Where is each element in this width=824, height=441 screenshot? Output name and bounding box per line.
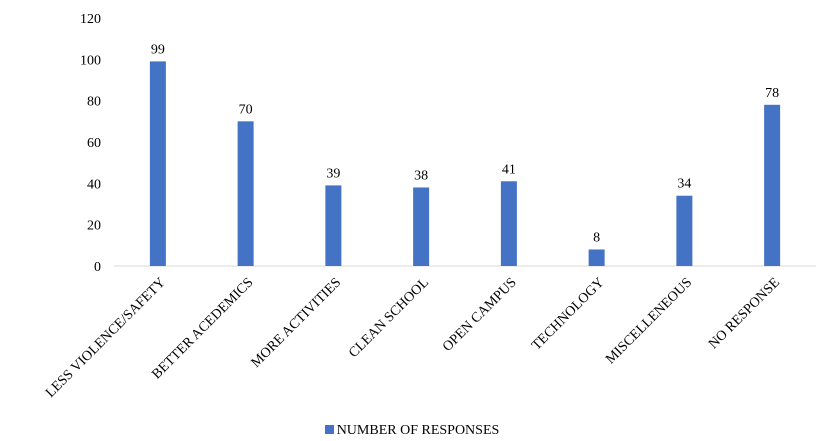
category-label: TECHNOLOGY (529, 275, 607, 353)
category-label: BETTER ACEDEMICS (149, 275, 256, 382)
data-label: 8 (593, 230, 600, 245)
y-tick-label: 80 (87, 95, 101, 110)
bar (325, 185, 342, 266)
bar (413, 187, 430, 266)
bars (149, 61, 781, 267)
bar (149, 61, 166, 267)
y-tick-label: 20 (87, 219, 101, 234)
y-tick-label: 0 (94, 260, 101, 275)
category-label: MISCELLENEOUS (603, 275, 695, 367)
bar (237, 121, 254, 266)
data-label: 41 (502, 162, 516, 177)
category-label: CLEAN SCHOOL (346, 275, 432, 361)
category-label: LESS VIOLENCE/SAFETY (43, 275, 169, 401)
category-label: OPEN CAMPUS (440, 275, 520, 355)
legend-label: NUMBER OF RESPONSES (336, 423, 500, 438)
bar (588, 249, 605, 266)
bar (500, 181, 517, 266)
data-label: 70 (239, 102, 253, 117)
data-label: 39 (326, 166, 340, 181)
legend: NUMBER OF RESPONSES (0, 423, 824, 439)
y-tick-label: 100 (80, 53, 101, 68)
data-labels: 99 70 39 38 41 8 34 78 (151, 42, 779, 245)
legend-swatch (324, 425, 334, 434)
y-tick-label: 120 (80, 12, 101, 27)
category-label: NO RESPONSE (706, 275, 783, 352)
y-tick-label: 60 (87, 136, 101, 151)
data-label: 34 (677, 177, 691, 192)
y-axis: 0 20 40 60 80 100 120 (80, 12, 101, 275)
data-label: 99 (151, 42, 165, 57)
y-tick-label: 40 (87, 177, 101, 192)
bar (676, 195, 693, 266)
category-label: MORE ACTIVITIES (249, 275, 345, 371)
bar (764, 104, 781, 266)
data-label: 38 (414, 168, 428, 183)
data-label: 78 (765, 86, 779, 101)
